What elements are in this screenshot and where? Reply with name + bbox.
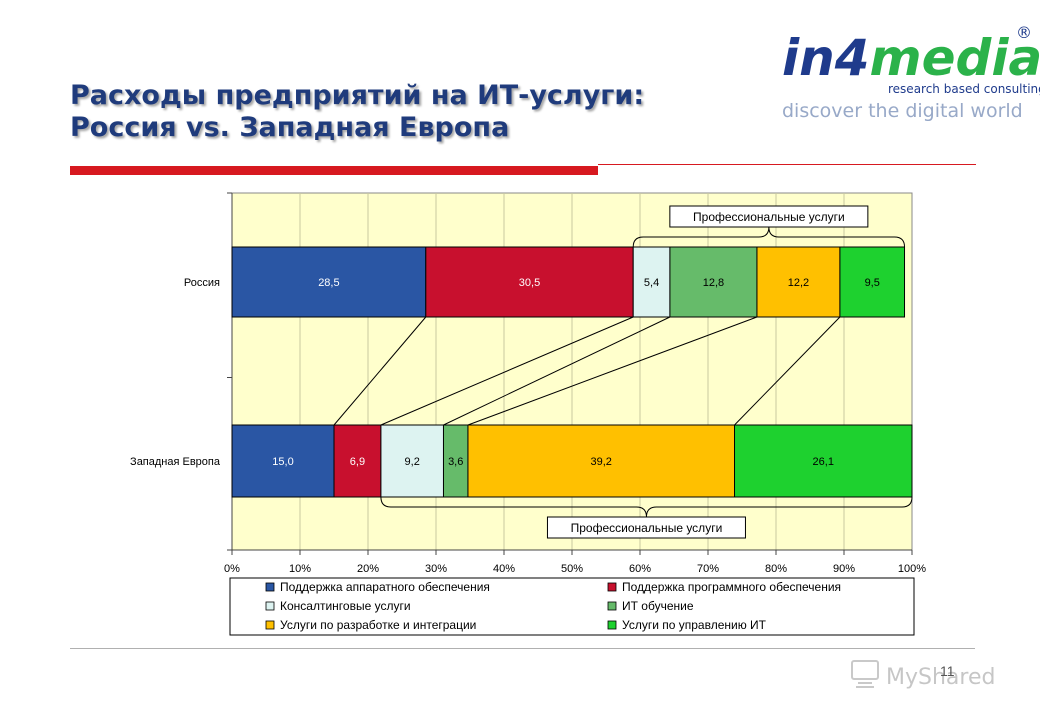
- bar-segment: [231, 246, 427, 318]
- title-line-1: Расходы предприятий на ИТ-услуги:: [70, 80, 645, 111]
- legend-swatch: [607, 601, 617, 611]
- logo-brand-media: media: [870, 29, 1040, 87]
- x-tick-label: 20%: [357, 563, 379, 575]
- slide-title: Расходы предприятий на ИТ-услуги: Россия…: [70, 80, 644, 144]
- x-tick-label: 80%: [765, 563, 787, 575]
- legend-swatch: [607, 582, 617, 592]
- x-tick-label: 0%: [224, 563, 240, 575]
- bar-segment: [756, 246, 841, 318]
- bar-segment: [669, 246, 758, 318]
- legend-label: ИТ обучение: [622, 599, 694, 613]
- data-label: 28,5: [318, 277, 339, 289]
- legend-label: Поддержка аппаратного обеспечения: [280, 580, 490, 594]
- x-tick-label: 40%: [493, 563, 515, 575]
- logo-tagline: research based consulting: [888, 82, 1040, 96]
- data-label: 12,2: [788, 277, 809, 289]
- legend-swatch: [265, 601, 275, 611]
- page-number: 11: [940, 663, 955, 679]
- data-label: 15,0: [272, 456, 293, 468]
- data-label: 12,8: [703, 277, 724, 289]
- title-underline-thin: [598, 164, 976, 165]
- x-tick-label: 10%: [289, 563, 311, 575]
- logo-brand-in: in: [782, 29, 835, 87]
- title-line-2: Россия vs. Западная Европа: [70, 112, 510, 143]
- bar-segment: [839, 246, 906, 318]
- x-tick-label: 50%: [561, 563, 583, 575]
- legend-box: [229, 577, 915, 636]
- myshared-watermark: MyShared: [848, 657, 1008, 693]
- legend-label: Консалтинговые услуги: [280, 599, 411, 613]
- bar-segment: [632, 246, 671, 318]
- bar-segment: [380, 424, 444, 498]
- annotation-label: Профессиональные услуги: [571, 521, 723, 535]
- data-label: 30,5: [519, 277, 540, 289]
- legend-swatch: [265, 582, 275, 592]
- data-label: 5,4: [644, 277, 659, 289]
- legend-swatch: [265, 620, 275, 630]
- series-connector: [443, 316, 671, 426]
- title-underline-bar: [70, 166, 598, 175]
- series-connector: [333, 316, 427, 426]
- annotation-box: [669, 205, 869, 228]
- legend-label: Поддержка программного обеспечения: [622, 580, 841, 594]
- category-label: Западная Европа: [130, 456, 221, 468]
- x-tick-label: 70%: [697, 563, 719, 575]
- legend-label: Услуги по управлению ИТ: [622, 618, 767, 632]
- category-label: Россия: [184, 277, 220, 289]
- legend-swatch: [607, 620, 617, 630]
- x-tick-label: 60%: [629, 563, 651, 575]
- series-connector: [380, 316, 634, 426]
- in4media-logo: in4media ® research based consulting dis…: [770, 0, 1040, 132]
- x-tick-label: 100%: [898, 563, 926, 575]
- legend-label: Услуги по разработке и интеграции: [280, 618, 476, 632]
- bar-segment: [231, 424, 335, 498]
- annotation-box: [546, 516, 746, 539]
- data-label: 3,6: [448, 456, 463, 468]
- bar-segment: [333, 424, 382, 498]
- logo-brand-4: 4: [834, 29, 870, 87]
- x-tick-label: 30%: [425, 563, 447, 575]
- bar-segment: [425, 246, 634, 318]
- series-connector: [467, 316, 758, 426]
- bar-segment: [734, 424, 913, 498]
- data-label: 9,2: [405, 456, 420, 468]
- footer-divider: [70, 648, 975, 649]
- data-label: 39,2: [591, 456, 612, 468]
- annotation-label: Профессиональные услуги: [693, 210, 845, 224]
- series-connector: [734, 316, 841, 426]
- logo-registered: ®: [1016, 23, 1032, 42]
- logo-slogan: discover the digital world: [782, 100, 1023, 122]
- data-label: 9,5: [865, 277, 880, 289]
- bar-segment: [467, 424, 736, 498]
- data-label: 26,1: [813, 456, 834, 468]
- data-label: 6,9: [350, 456, 365, 468]
- svg-text:in4media: in4media: [782, 29, 1040, 87]
- watermark-text: MyShared: [886, 665, 995, 690]
- x-tick-label: 90%: [833, 563, 855, 575]
